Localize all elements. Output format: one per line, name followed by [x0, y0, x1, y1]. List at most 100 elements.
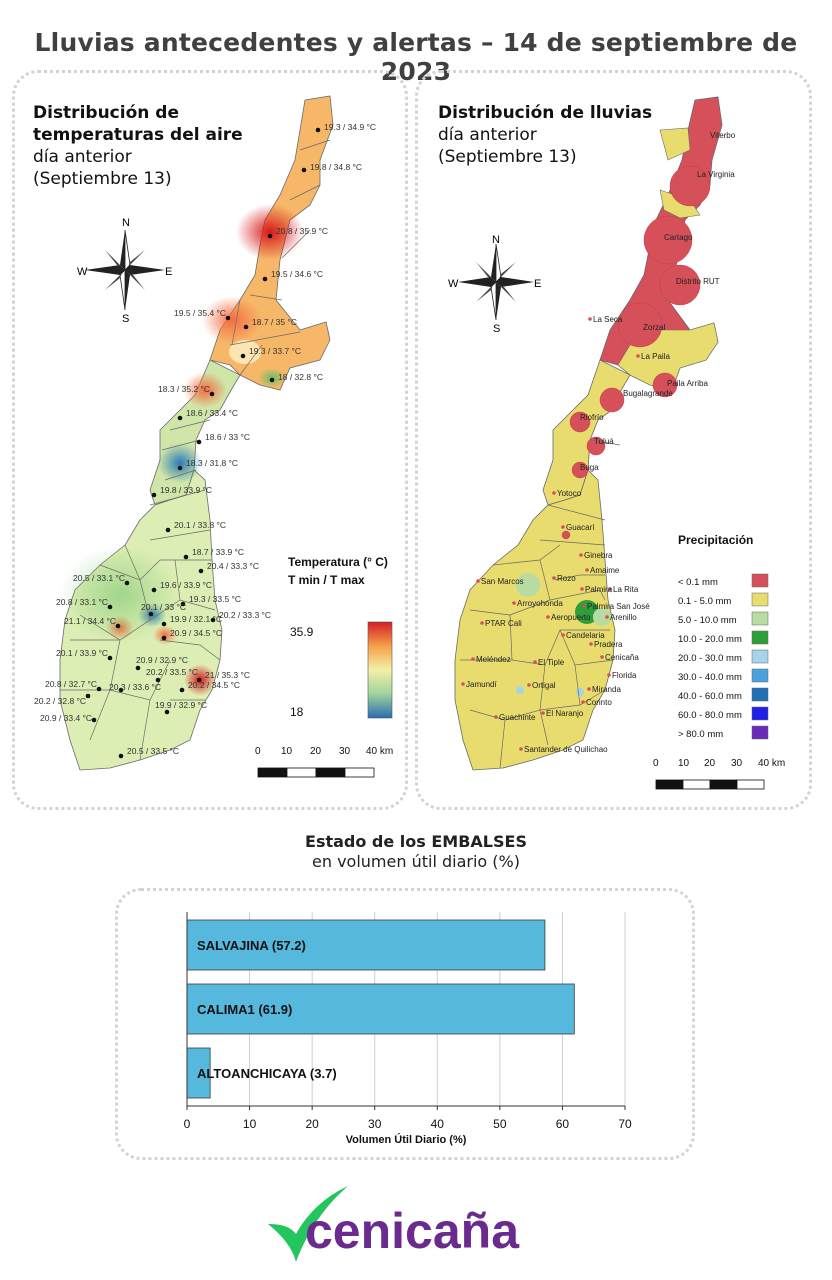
compass-s: S — [493, 323, 500, 335]
svg-text:10: 10 — [678, 758, 690, 769]
town-dot — [519, 747, 523, 751]
station-label: 19.6 / 33.9 °C — [160, 580, 212, 590]
station-label: 20.5 / 33.1 °C — [73, 573, 125, 583]
x-tick-label: 40 — [431, 1117, 445, 1131]
rain-legend-swatch — [751, 668, 769, 683]
station-label: 18 / 32.8 °C — [278, 372, 323, 382]
station-dot — [118, 753, 124, 759]
station-dot — [269, 377, 275, 383]
station-dot — [209, 391, 215, 397]
station-dot — [124, 580, 130, 586]
station-dot — [151, 587, 157, 593]
bar-label: CALIMA1 (61.9) — [197, 1002, 292, 1017]
bar — [186, 919, 546, 971]
station-dot — [164, 709, 170, 715]
temp-legend-ramp — [367, 621, 393, 719]
town-dot — [582, 604, 586, 608]
town-dot — [607, 673, 611, 677]
station-dot — [180, 601, 186, 607]
station-label: 19.5 / 35.4 °C — [174, 308, 226, 318]
reservoirs-title: Estado de los EMBALSES — [305, 832, 527, 851]
x-tick-label: 60 — [556, 1117, 570, 1131]
reservoirs-subtitle: en volumen útil diario (%) — [312, 852, 520, 871]
station-dot — [85, 693, 91, 699]
station-label: 20.2 / 32.8 °C — [34, 696, 86, 706]
town-dot — [662, 381, 666, 385]
station-label: 20.2 / 34.5 °C — [188, 680, 240, 690]
town-label: Arroyohonda — [517, 599, 563, 608]
town-label: Pradera — [594, 640, 623, 649]
town-label: Corinto — [586, 698, 612, 707]
rain-legend-label: > 80.0 mm — [678, 729, 723, 740]
station-label: 19.9 / 32.1 °C — [170, 614, 222, 624]
station-dot — [107, 655, 113, 661]
rain-legend-swatch — [751, 725, 769, 740]
station-dot — [165, 527, 171, 533]
town-dot — [561, 525, 565, 529]
town-dot — [585, 568, 589, 572]
station-dot — [183, 554, 189, 560]
town-label: Amaime — [590, 566, 620, 575]
town-dot — [638, 325, 642, 329]
town-dot — [692, 172, 696, 176]
town-dot — [552, 576, 556, 580]
station-dot — [91, 717, 97, 723]
town-label: Ortigal — [532, 681, 556, 690]
station-dot — [315, 127, 321, 133]
rain-legend-label: 5.0 - 10.0 mm — [678, 615, 737, 626]
town-label: Meléndez — [476, 655, 511, 664]
town-dot — [671, 279, 675, 283]
town-dot — [512, 601, 516, 605]
town-label: Ginebra — [584, 551, 613, 560]
station-dot — [210, 617, 216, 623]
svg-text:20: 20 — [704, 758, 716, 769]
reservoirs-panel — [115, 888, 695, 1160]
bar-label: SALVAJINA (57.2) — [197, 938, 306, 953]
station-label: 19.9 / 32.9 °C — [155, 700, 207, 710]
station-dot — [198, 568, 204, 574]
town-dot — [552, 491, 556, 495]
town-dot — [580, 587, 584, 591]
rain-scale-labels: 0 10 20 30 40 km — [653, 758, 785, 769]
town-dot — [575, 415, 579, 419]
compass-w: W — [77, 266, 88, 278]
station-dot — [177, 465, 183, 471]
rain-legend-swatch — [751, 630, 769, 645]
town-dot — [480, 621, 484, 625]
station-dot — [148, 611, 154, 617]
temp-scale-labels: 0 10 20 30 40 km — [255, 746, 393, 757]
town-dot — [533, 660, 537, 664]
compass-s: S — [122, 313, 129, 325]
rain-legend-label: 40.0 - 60.0 mm — [678, 691, 742, 702]
station-label: 20.9 / 33.4 °C — [40, 713, 92, 723]
town-dot — [600, 655, 604, 659]
station-label: 20.8 / 32.7 °C — [45, 679, 97, 689]
temp-legend-subtitle: T min / T max — [288, 573, 365, 587]
rain-scale-bar — [655, 779, 765, 790]
town-dot — [581, 700, 585, 704]
town-label: La Virginia — [697, 170, 735, 179]
compass-e: E — [165, 266, 172, 278]
rain-legend-label: 60.0 - 80.0 mm — [678, 710, 742, 721]
town-label: Aeropuerto — [551, 613, 591, 622]
station-dot — [240, 353, 246, 359]
x-tick-label: 70 — [618, 1117, 632, 1131]
town-dot — [579, 553, 583, 557]
town-dot — [588, 317, 592, 321]
rain-legend-swatch — [751, 706, 769, 721]
station-label: 19.3 / 33.7 °C — [249, 346, 301, 356]
town-dot — [608, 587, 612, 591]
svg-text:20: 20 — [310, 746, 322, 757]
town-label: Bugalagrande — [623, 389, 673, 398]
svg-text:30: 30 — [731, 758, 743, 769]
town-dot — [659, 235, 663, 239]
station-label: 20.3 / 33.6 °C — [109, 682, 161, 692]
station-dot — [107, 604, 113, 610]
town-dot — [636, 354, 640, 358]
town-label: Viterbo — [710, 131, 736, 140]
station-label: 20.4 / 33.3 °C — [207, 561, 259, 571]
station-label: 20.2 / 33.3 °C — [219, 610, 271, 620]
town-label: Santander de Quilichao — [524, 745, 608, 754]
temperature-panel-title: Distribución de temperaturas del aire dí… — [33, 103, 243, 189]
